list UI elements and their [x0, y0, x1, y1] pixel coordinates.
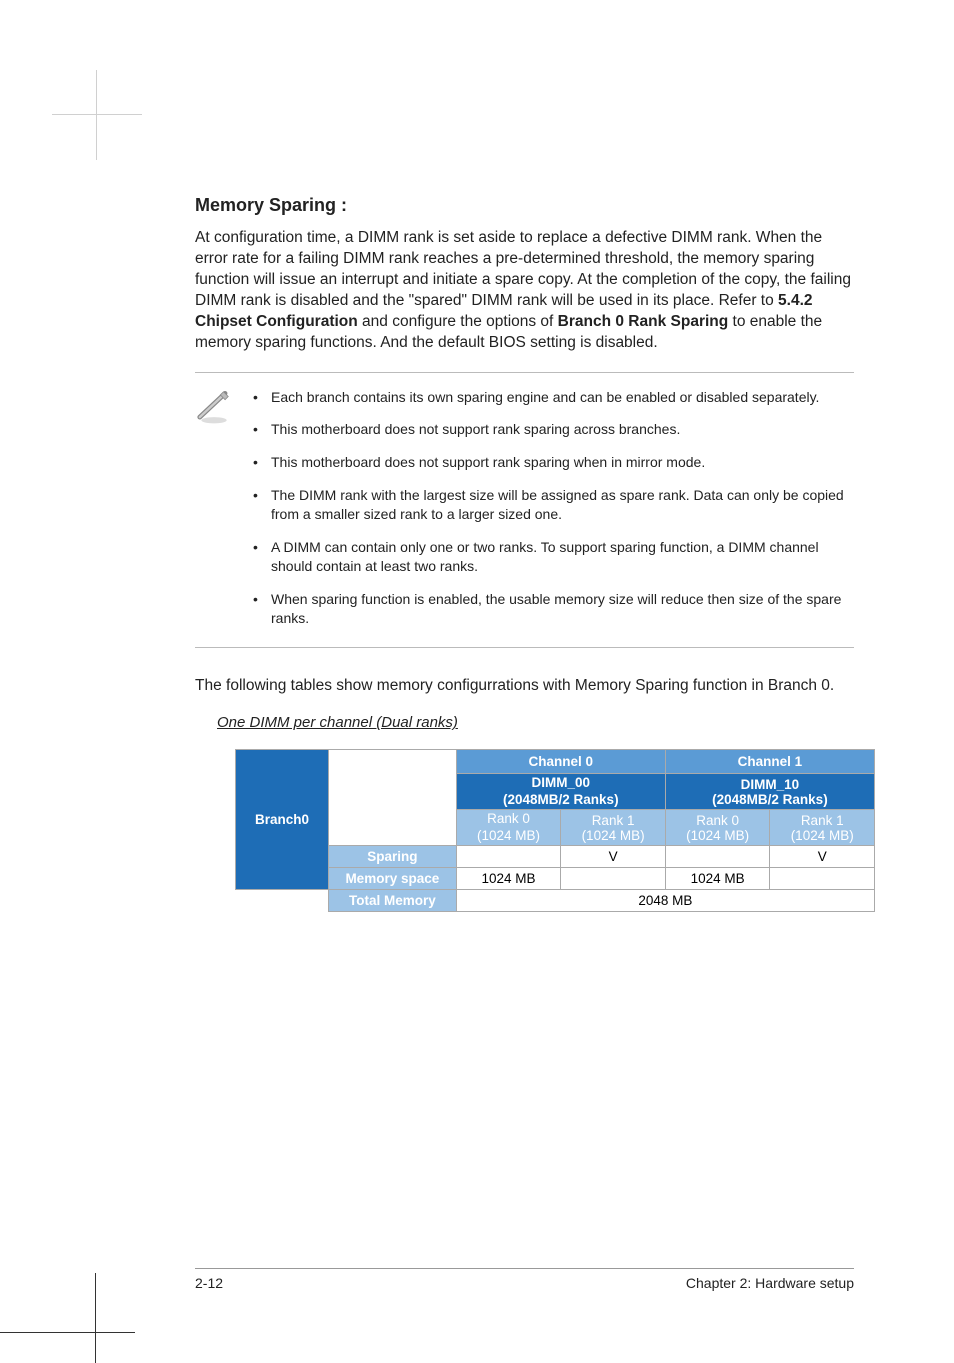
chapter-label: Chapter 2: Hardware setup: [686, 1275, 854, 1291]
rank-name: Rank 1: [801, 813, 844, 828]
rank-header: Rank 1 (1024 MB): [770, 810, 875, 846]
intro-bold-2: Branch 0 Rank Sparing: [558, 313, 729, 330]
sparing-cell: [456, 846, 561, 868]
dimm-sub: (2048MB/2 Ranks): [712, 792, 828, 807]
memory-table: Branch0 Channel 0 Channel 1 DIMM_00 (204…: [235, 749, 875, 912]
page: Memory Sparing : At configuration time, …: [0, 0, 954, 1363]
dimm-name: DIMM_00: [532, 775, 591, 790]
dimm-header: DIMM_10 (2048MB/2 Ranks): [665, 774, 874, 810]
note-box: Each branch contains its own sparing eng…: [195, 372, 854, 648]
rank-header: Rank 0 (1024 MB): [665, 810, 770, 846]
dimm-name: DIMM_10: [741, 777, 800, 792]
crop-mark-top-left: [52, 70, 142, 160]
note-list: Each branch contains its own sparing eng…: [253, 381, 854, 635]
rank-size: (1024 MB): [477, 828, 540, 843]
note-item: When sparing function is enabled, the us…: [253, 583, 854, 635]
intro-paragraph: At configuration time, a DIMM rank is se…: [195, 228, 854, 354]
channel-header: Channel 1: [665, 750, 874, 774]
crop-mark-bottom-left: [0, 1273, 135, 1363]
sparing-cell: V: [770, 846, 875, 868]
rank-size: (1024 MB): [686, 828, 749, 843]
note-icon: [195, 381, 235, 635]
dimm-header: DIMM_00 (2048MB/2 Ranks): [456, 774, 665, 810]
rank-header: Rank 1 (1024 MB): [561, 810, 666, 846]
memspace-cell: [561, 868, 666, 890]
branch-label-cell: Branch0: [236, 750, 329, 890]
rank-name: Rank 0: [487, 811, 530, 826]
blank-cell: [236, 890, 329, 912]
sparing-cell: V: [561, 846, 666, 868]
rank-name: Rank 0: [696, 813, 739, 828]
intro-text-2: and configure the options of: [358, 313, 558, 330]
page-footer: 2-12 Chapter 2: Hardware setup: [195, 1268, 854, 1291]
memspace-cell: [770, 868, 875, 890]
sparing-cell: [665, 846, 770, 868]
rank-size: (1024 MB): [791, 828, 854, 843]
total-row-label: Total Memory: [328, 890, 456, 912]
dimm-sub: (2048MB/2 Ranks): [503, 792, 619, 807]
after-notes-paragraph: The following tables show memory configu…: [195, 676, 854, 697]
total-cell: 2048 MB: [456, 890, 874, 912]
rank-header: Rank 0 (1024 MB): [456, 810, 561, 846]
sparing-row-label: Sparing: [328, 846, 456, 868]
page-number: 2-12: [195, 1275, 223, 1291]
note-item: The DIMM rank with the largest size will…: [253, 479, 854, 531]
memspace-row-label: Memory space: [328, 868, 456, 890]
intro-text-1: At configuration time, a DIMM rank is se…: [195, 229, 851, 309]
table-caption: One DIMM per channel (Dual ranks): [217, 714, 854, 731]
memspace-cell: 1024 MB: [456, 868, 561, 890]
note-item: A DIMM can contain only one or two ranks…: [253, 531, 854, 583]
note-item: This motherboard does not support rank s…: [253, 446, 854, 479]
section-heading: Memory Sparing :: [195, 195, 854, 216]
blank-cell: [328, 750, 456, 846]
rank-size: (1024 MB): [582, 828, 645, 843]
note-item: This motherboard does not support rank s…: [253, 413, 854, 446]
rank-name: Rank 1: [592, 813, 635, 828]
channel-header: Channel 0: [456, 750, 665, 774]
note-item: Each branch contains its own sparing eng…: [253, 381, 854, 414]
memspace-cell: 1024 MB: [665, 868, 770, 890]
